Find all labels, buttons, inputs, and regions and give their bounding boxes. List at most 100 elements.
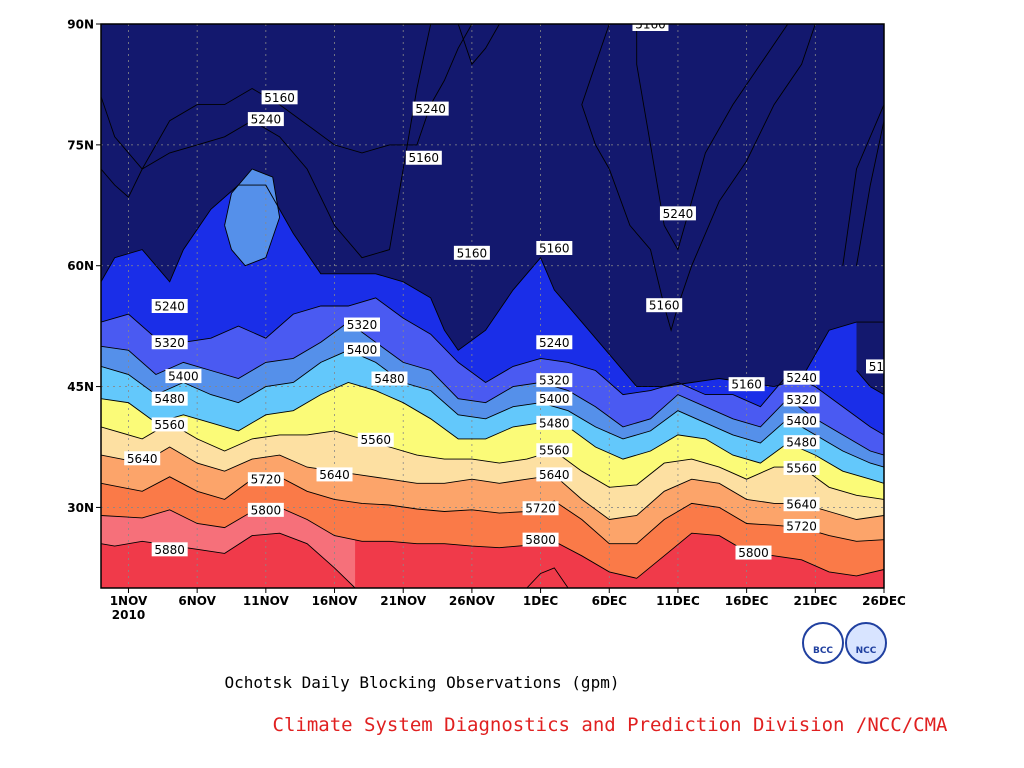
- contour-label-40: 5160: [632, 24, 669, 32]
- contour-label-text: 5800: [525, 533, 556, 547]
- x-tick-label-9: 16DEC: [725, 594, 769, 608]
- contour-label-bg: [866, 359, 884, 374]
- contour-label-bg: [728, 377, 765, 392]
- contour-5320-18: [224, 168, 281, 267]
- contour-label-text: 5480: [539, 416, 570, 430]
- contour-label-bg: [261, 90, 298, 105]
- contour-label-text: 5160: [649, 299, 680, 313]
- contour-label-2: 5800: [522, 532, 559, 547]
- contour-5240-17: [842, 104, 884, 266]
- contour-label-text: 5880: [154, 543, 185, 557]
- contour-label-text: 5800: [738, 546, 769, 560]
- contour-label-text: 5400: [347, 343, 378, 357]
- contour-label-bg: [357, 432, 394, 447]
- contour-label-bg: [522, 532, 559, 547]
- contour-label-text: 5160: [869, 360, 900, 374]
- contour-label-34: 5160: [405, 150, 442, 165]
- contour-label-17: 5480: [536, 415, 573, 430]
- contour-label-bg: [536, 240, 573, 255]
- contour-label-28: 5240: [247, 112, 284, 127]
- contour-label-text: 5160: [539, 241, 570, 255]
- contour-label-bg: [659, 206, 696, 221]
- contour-label-bg: [536, 443, 573, 458]
- contour-label-text: 5480: [786, 436, 817, 450]
- contour-5160-12: [581, 24, 816, 332]
- contour-label-15: 5480: [151, 391, 188, 406]
- contour-label-9: 5640: [536, 467, 573, 482]
- contour-label-bg: [165, 369, 202, 384]
- y-tick-label-4: 90N: [67, 18, 94, 32]
- contour-5320-8: [101, 321, 884, 456]
- contour-label-32: 5240: [783, 370, 820, 385]
- contour-label-text: 5400: [786, 414, 817, 428]
- contour-label-36: 5160: [536, 240, 573, 255]
- contour-label-bg: [783, 413, 820, 428]
- contour-label-bg: [783, 392, 820, 407]
- contour-label-33: 5160: [261, 90, 298, 105]
- contour-label-bg: [536, 391, 573, 406]
- contour-label-18: 5480: [783, 435, 820, 450]
- contour-label-13: 5560: [536, 443, 573, 458]
- contour-label-text: 5400: [168, 370, 199, 384]
- contour-label-bg: [783, 460, 820, 475]
- contour-label-text: 5560: [154, 418, 185, 432]
- contour-label-text: 5240: [251, 113, 282, 127]
- contour-label-bg: [151, 542, 188, 557]
- contour-label-text: 5480: [374, 372, 405, 386]
- contour-label-31: 5240: [659, 206, 696, 221]
- x-tick-label-8: 11DEC: [656, 594, 700, 608]
- x-tick-label-11: 26DEC: [862, 594, 906, 608]
- contour-label-bg: [412, 101, 449, 116]
- contour-label-bg: [735, 545, 772, 560]
- y-tick-label-0: 30N: [67, 501, 94, 515]
- y-tick-label-2: 60N: [67, 259, 94, 273]
- contour-label-bg: [247, 112, 284, 127]
- contour-label-29: 5240: [412, 101, 449, 116]
- contour-label-bg: [453, 245, 490, 260]
- contour-label-26: 5320: [783, 392, 820, 407]
- contour-label-bg: [316, 467, 353, 482]
- contour-label-1: 5800: [247, 502, 284, 517]
- contour-label-4: 5720: [247, 472, 284, 487]
- contour-label-22: 5400: [783, 413, 820, 428]
- contour-label-bg: [783, 370, 820, 385]
- contour-label-bg: [151, 391, 188, 406]
- contour-label-text: 5320: [786, 393, 817, 407]
- contour-label-text: 5320: [347, 318, 378, 332]
- contour-label-text: 5560: [539, 444, 570, 458]
- contour-label-bg: [247, 472, 284, 487]
- contour-label-bg: [783, 518, 820, 533]
- x-tick-label-0: 1NOV: [110, 594, 148, 608]
- x-tick-label-4: 21NOV: [380, 594, 427, 608]
- contour-label-text: 5160: [264, 91, 295, 105]
- contour-label-text: 5560: [360, 433, 391, 447]
- contour-label-text: 5640: [127, 452, 158, 466]
- ncc-logo: NCC: [845, 622, 887, 664]
- x-tick-label-2: 11NOV: [243, 594, 290, 608]
- contour-label-21: 5400: [536, 391, 573, 406]
- band-below-5160-1: [101, 24, 472, 198]
- contour-label-10: 5640: [783, 497, 820, 512]
- contour-label-23: 5320: [151, 335, 188, 350]
- contour-label-14: 5560: [783, 460, 820, 475]
- contour-label-text: 5560: [786, 461, 817, 475]
- contour-label-text: 5720: [786, 519, 817, 533]
- x-tick-label-7: 6DEC: [592, 594, 628, 608]
- contour-label-27: 5240: [151, 299, 188, 314]
- contour-label-bg: [536, 335, 573, 350]
- contour-label-bg: [646, 298, 683, 313]
- contour-label-text: 5160: [731, 378, 762, 392]
- contour-label-bg: [783, 435, 820, 450]
- contour-5160-13: [856, 370, 884, 395]
- contour-label-text: 5240: [154, 300, 185, 314]
- contour-label-20: 5400: [344, 342, 380, 357]
- contour-label-35: 5160: [453, 245, 490, 260]
- x-tick-label-1: 6NOV: [178, 594, 216, 608]
- plot-area: 5880 5800 5800 5800 5720 5720 5720 5640 5640 5640…: [101, 24, 900, 588]
- contour-label-6: 5720: [783, 518, 820, 533]
- contour-label-24: 5320: [344, 317, 380, 332]
- contour-label-bg: [536, 467, 573, 482]
- contour-5560-5: [101, 422, 884, 500]
